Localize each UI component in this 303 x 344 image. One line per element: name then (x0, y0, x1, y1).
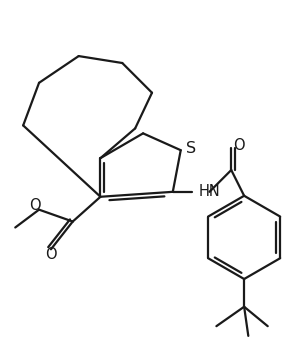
Text: O: O (233, 138, 245, 153)
Text: O: O (29, 198, 41, 213)
Text: HN: HN (198, 184, 220, 199)
Text: O: O (45, 247, 57, 262)
Text: S: S (185, 141, 196, 156)
